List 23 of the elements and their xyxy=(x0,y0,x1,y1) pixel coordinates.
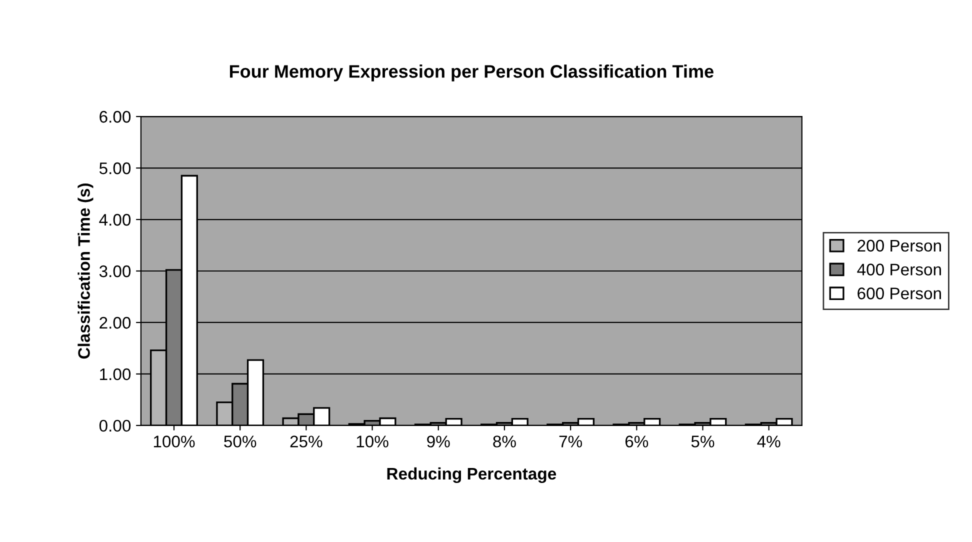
chart-title: Four Memory Expression per Person Classification Time xyxy=(230,64,714,82)
y-tick-label: 6.00 xyxy=(100,110,131,123)
y-tick-label: 0.00 xyxy=(99,420,131,432)
y-tick-label: 3.00 xyxy=(99,265,131,278)
x-tick-label: 6% xyxy=(625,436,648,448)
x-tick-label: 4% xyxy=(757,436,780,448)
x-tick-label: 50% xyxy=(224,436,256,448)
x-tick-label: 5% xyxy=(691,436,714,448)
y-tick-label: 4.00 xyxy=(99,214,131,226)
x-tick-label: 9% xyxy=(427,436,450,448)
y-tick-label: 5.00 xyxy=(99,162,131,174)
legend-label: 200 Person xyxy=(858,240,941,252)
x-tick-label: 25% xyxy=(290,436,322,448)
x-tick-label: 100% xyxy=(154,436,195,448)
y-tick-label: 1.00 xyxy=(100,368,131,380)
legend-label: 400 Person xyxy=(857,264,941,276)
x-tick-label: 8% xyxy=(493,436,516,448)
x-tick-label: 10% xyxy=(356,436,388,448)
x-axis-title: Reducing Percentage xyxy=(387,467,556,484)
legend-label: 600 Person xyxy=(858,288,941,300)
y-tick-label: 2.00 xyxy=(100,316,131,329)
x-tick-label: 7% xyxy=(559,436,582,448)
y-axis-title: Classification Time (s) xyxy=(78,184,94,359)
